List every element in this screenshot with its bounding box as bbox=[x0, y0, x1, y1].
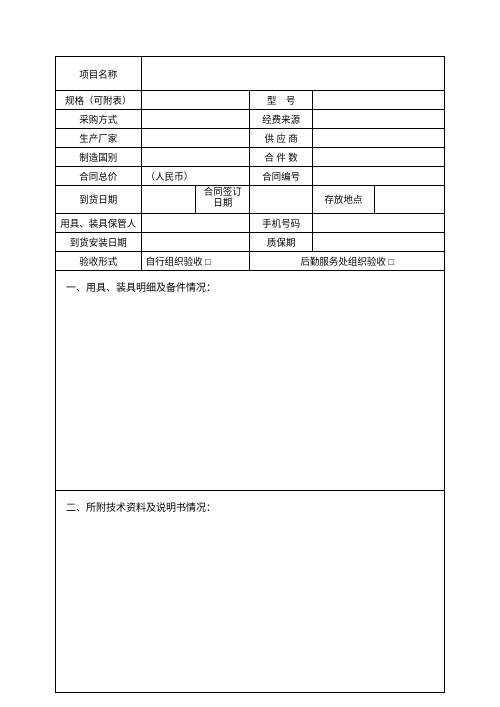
label-contract-no: 合同编号 bbox=[250, 167, 312, 186]
value-purchase-method[interactable] bbox=[141, 110, 250, 129]
value-keeper[interactable] bbox=[141, 213, 250, 232]
label-country: 制造国别 bbox=[56, 148, 142, 167]
label-project-name: 项目名称 bbox=[56, 57, 142, 91]
row-keeper: 用具、装具保管人 手机号码 bbox=[56, 213, 445, 232]
value-fund-source[interactable] bbox=[312, 110, 444, 129]
value-supplier[interactable] bbox=[312, 129, 444, 148]
value-currency: （人民币） bbox=[141, 167, 250, 186]
label-accept-form: 验收形式 bbox=[56, 251, 142, 270]
label-storage: 存放地点 bbox=[312, 186, 374, 214]
row-arrival: 到货日期 合同签订日期 存放地点 bbox=[56, 186, 445, 214]
value-install-date[interactable] bbox=[141, 232, 250, 251]
value-packages[interactable] bbox=[312, 148, 444, 167]
value-storage[interactable] bbox=[374, 186, 444, 214]
row-project-name: 项目名称 bbox=[56, 57, 445, 91]
form-container: 项目名称 规格（可附表） 型 号 采购方式 经费来源 生产厂家 供 应 商 制造… bbox=[55, 56, 445, 693]
value-sign-date[interactable] bbox=[250, 186, 312, 214]
section2-title: 二、所附技术资料及说明书情况： bbox=[66, 499, 434, 514]
accept-service[interactable]: 后勤服务处组织验收 □ bbox=[250, 251, 445, 270]
value-country[interactable] bbox=[141, 148, 250, 167]
row-accept: 验收形式 自行组织验收 □ 后勤服务处组织验收 □ bbox=[56, 251, 445, 270]
section-details: 一、用具、装具明细及备件情况： bbox=[55, 271, 445, 491]
label-model: 型 号 bbox=[250, 91, 312, 110]
row-price: 合同总价 （人民币） 合同编号 bbox=[56, 167, 445, 186]
row-install: 到货安装日期 质保期 bbox=[56, 232, 445, 251]
section-docs: 二、所附技术资料及说明书情况： bbox=[55, 491, 445, 693]
label-packages: 合 件 数 bbox=[250, 148, 312, 167]
row-country: 制造国别 合 件 数 bbox=[56, 148, 445, 167]
row-purchase: 采购方式 经费来源 bbox=[56, 110, 445, 129]
label-warranty: 质保期 bbox=[250, 232, 312, 251]
value-contract-no[interactable] bbox=[312, 167, 444, 186]
label-install-date: 到货安装日期 bbox=[56, 232, 142, 251]
label-supplier: 供 应 商 bbox=[250, 129, 312, 148]
label-spec: 规格（可附表） bbox=[56, 91, 142, 110]
label-fund-source: 经费来源 bbox=[250, 110, 312, 129]
row-spec: 规格（可附表） 型 号 bbox=[56, 91, 445, 110]
value-warranty[interactable] bbox=[312, 232, 444, 251]
accept-self[interactable]: 自行组织验收 □ bbox=[141, 251, 250, 270]
label-total-price: 合同总价 bbox=[56, 167, 142, 186]
label-arrival-date: 到货日期 bbox=[56, 186, 142, 214]
form-table: 项目名称 规格（可附表） 型 号 采购方式 经费来源 生产厂家 供 应 商 制造… bbox=[55, 56, 445, 271]
value-spec[interactable] bbox=[141, 91, 250, 110]
label-keeper: 用具、装具保管人 bbox=[56, 213, 142, 232]
label-sign-date: 合同签订日期 bbox=[196, 186, 250, 214]
value-manufacturer[interactable] bbox=[141, 129, 250, 148]
label-purchase-method: 采购方式 bbox=[56, 110, 142, 129]
value-phone[interactable] bbox=[312, 213, 444, 232]
value-arrival-date[interactable] bbox=[141, 186, 195, 214]
value-model[interactable] bbox=[312, 91, 444, 110]
value-project-name[interactable] bbox=[141, 57, 444, 91]
label-phone: 手机号码 bbox=[250, 213, 312, 232]
row-manufacturer: 生产厂家 供 应 商 bbox=[56, 129, 445, 148]
section1-title: 一、用具、装具明细及备件情况： bbox=[66, 279, 434, 294]
label-manufacturer: 生产厂家 bbox=[56, 129, 142, 148]
